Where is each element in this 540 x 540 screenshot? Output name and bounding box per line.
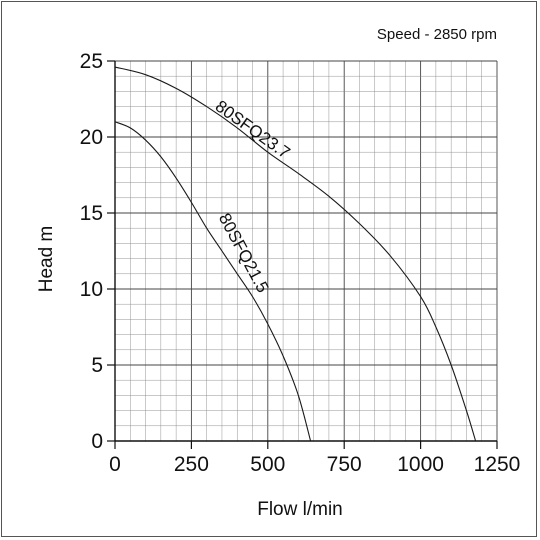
x-tick-label: 250: [174, 453, 209, 476]
y-tick-label: 15: [80, 202, 103, 225]
y-axis-title: Head m: [36, 226, 57, 293]
series-line-2: [114, 121, 312, 442]
y-tick-label: 0: [91, 430, 103, 453]
x-tick-label: 0: [109, 453, 121, 476]
y-tick-label: 25: [80, 50, 103, 73]
y-tick-label: 10: [80, 278, 103, 301]
y-tick-label: 20: [80, 126, 103, 149]
series-line-1: [114, 66, 477, 442]
grid: [114, 60, 498, 442]
x-tick-label: 1250: [474, 453, 521, 476]
speed-annotation: Speed - 2850 rpm: [377, 26, 497, 43]
x-tick-label: 750: [327, 453, 362, 476]
x-axis-title: Flow l/min: [257, 499, 343, 520]
y-tick-label: 5: [91, 354, 103, 377]
x-tick-label: 500: [250, 453, 285, 476]
axes: [107, 60, 498, 449]
curves: [114, 66, 477, 442]
tick-labels: 0 250 500 750 1000 1250 0 5 10 15 20 25: [80, 50, 521, 476]
x-tick-label: 1000: [397, 453, 444, 476]
